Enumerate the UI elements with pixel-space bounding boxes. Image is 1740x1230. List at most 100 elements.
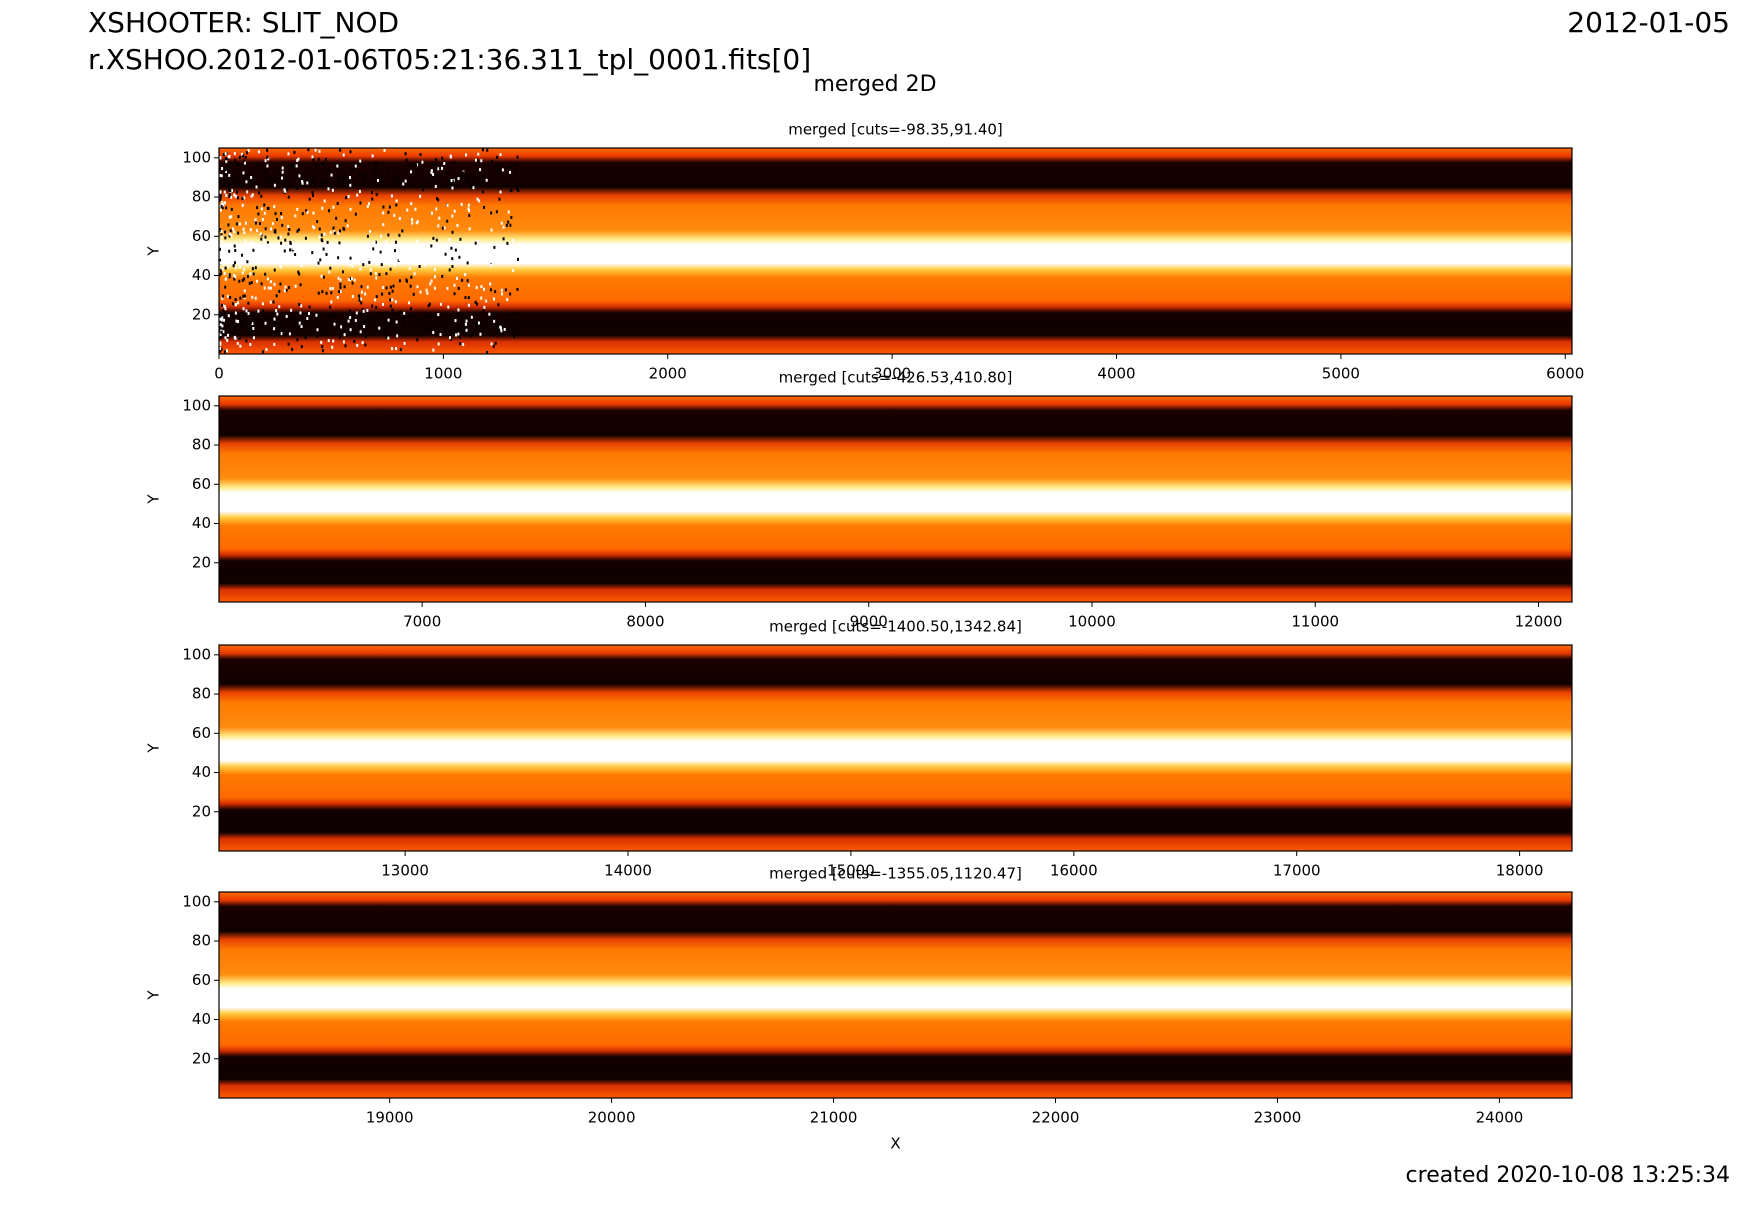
noise [469,334,472,338]
noise [279,235,282,239]
noise [388,291,391,295]
noise [516,287,519,291]
noise [513,335,516,339]
noise [507,210,510,214]
noise [224,157,227,161]
noise [461,278,464,282]
noise [483,205,486,209]
noise [250,320,253,324]
x-tick-label: 2000 [649,365,687,383]
noise [222,330,225,334]
noise [245,151,248,155]
noise [257,150,260,154]
noise [489,263,492,267]
noise [480,296,483,300]
noise [459,237,462,241]
noise [457,308,460,312]
noise [472,257,475,261]
noise [317,261,320,265]
noise [300,345,303,349]
noise [395,320,398,324]
noise [228,275,231,279]
noise [339,278,342,282]
noise [413,272,416,276]
noise [221,166,224,170]
noise [339,148,342,152]
noise [419,153,422,157]
noise [370,191,373,195]
noise [266,164,269,168]
noise [386,168,389,172]
noise [448,329,451,333]
noise [446,286,449,290]
noise [429,282,432,286]
noise [369,230,372,234]
noise [219,336,222,340]
noise [479,332,482,336]
noise [501,168,504,172]
noise [324,261,327,265]
noise [457,332,460,336]
noise [441,156,444,160]
noise [280,212,283,216]
noise [304,336,307,340]
noise [317,291,320,295]
noise [327,168,330,172]
noise [375,161,378,165]
noise [228,194,231,198]
noise [327,339,330,343]
noise [308,312,311,316]
noise [500,288,503,292]
noise [331,286,334,290]
noise [390,347,393,351]
noise [234,311,237,315]
noise [443,226,446,230]
noise [289,242,292,246]
noise [398,217,401,221]
noise [451,230,454,234]
noise [234,194,237,198]
noise [430,328,433,332]
y-tick-label: 100 [182,396,211,414]
noise [245,173,248,177]
noise [337,176,340,180]
noise [227,188,230,192]
noise [321,239,324,243]
noise [362,312,365,316]
noise [437,342,440,346]
noise [356,193,359,197]
noise [515,169,518,173]
noise [490,228,493,232]
noise [235,303,238,307]
noise [320,340,323,344]
noise [450,337,453,341]
noise [458,255,461,259]
noise [490,159,493,163]
x-tick-label: 5000 [1322,365,1360,383]
noise [366,315,369,319]
noise [297,270,300,274]
noise [437,198,440,202]
noise [433,286,436,290]
noise [263,211,266,215]
noise [320,274,323,278]
noise [260,194,263,198]
noise [512,268,515,272]
noise [445,252,448,256]
noise [219,190,222,194]
noise [388,205,391,209]
noise [230,207,233,211]
noise [432,348,435,352]
noise [224,152,227,156]
noise [497,303,500,307]
noise [244,221,247,225]
noise [224,247,227,251]
noise [449,336,452,340]
noise [477,183,480,187]
noise [234,266,237,270]
noise [410,202,413,206]
noise [219,204,222,208]
noise [238,322,241,326]
noise [245,180,248,184]
noise [350,168,353,172]
